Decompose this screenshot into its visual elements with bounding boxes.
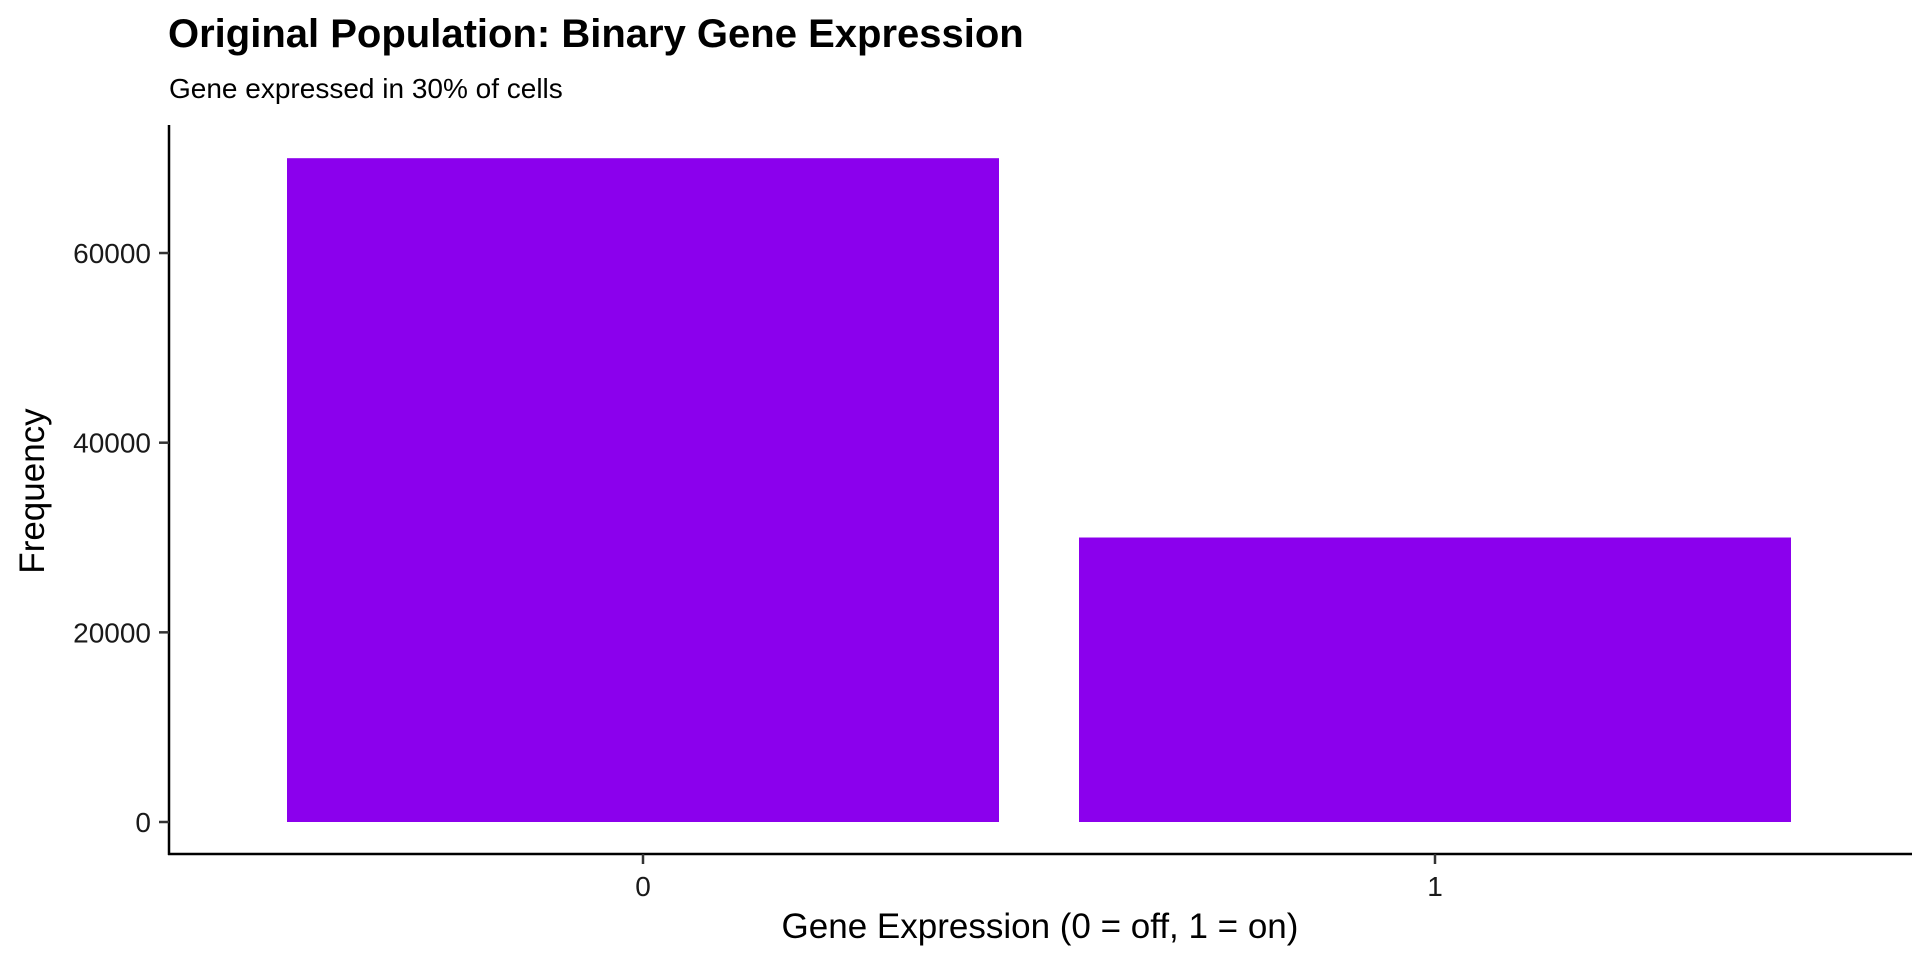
y-tick-label: 40000 bbox=[73, 428, 151, 459]
bars-layer bbox=[287, 158, 1791, 822]
chart-subtitle: Gene expressed in 30% of cells bbox=[169, 73, 563, 104]
y-tick-label: 0 bbox=[135, 807, 151, 838]
bar-0 bbox=[287, 158, 999, 822]
chart-title: Original Population: Binary Gene Express… bbox=[168, 12, 1024, 56]
y-tick-label: 60000 bbox=[73, 238, 151, 269]
x-tick-label: 1 bbox=[1427, 871, 1443, 902]
y-tick-label: 20000 bbox=[73, 617, 151, 648]
bar-1 bbox=[1079, 537, 1791, 822]
y-axis-title: Frequency bbox=[13, 408, 52, 574]
y-ticks: 0 20000 40000 60000 bbox=[73, 238, 169, 838]
x-tick-label: 0 bbox=[635, 871, 651, 902]
x-axis-title: Gene Expression (0 = off, 1 = on) bbox=[782, 907, 1299, 946]
axes-layer bbox=[167, 125, 1912, 856]
